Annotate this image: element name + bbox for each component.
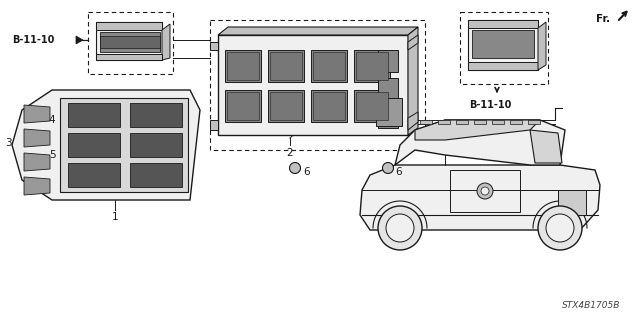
Text: B-11-10: B-11-10 <box>12 35 54 45</box>
Bar <box>354 50 390 82</box>
Circle shape <box>289 162 301 174</box>
Bar <box>456 120 468 124</box>
Bar <box>68 103 120 127</box>
Bar <box>438 120 450 124</box>
Circle shape <box>383 162 394 174</box>
Bar <box>311 50 347 82</box>
Polygon shape <box>360 165 600 230</box>
Text: 6: 6 <box>395 167 402 177</box>
Bar <box>356 52 388 80</box>
Polygon shape <box>468 20 538 70</box>
Polygon shape <box>395 120 565 165</box>
Polygon shape <box>218 27 418 35</box>
Bar <box>270 52 302 80</box>
Bar <box>528 120 540 124</box>
Bar <box>460 12 548 84</box>
Bar <box>356 92 388 120</box>
Circle shape <box>546 214 574 242</box>
Bar <box>376 98 402 126</box>
Polygon shape <box>468 20 538 28</box>
Bar <box>268 50 304 82</box>
Bar <box>100 36 160 48</box>
Polygon shape <box>24 105 50 123</box>
Polygon shape <box>415 120 540 140</box>
Circle shape <box>538 206 582 250</box>
Bar <box>68 133 120 157</box>
Bar <box>68 163 120 187</box>
Bar <box>450 170 520 212</box>
Bar <box>510 120 522 124</box>
Text: 2: 2 <box>287 148 293 158</box>
Circle shape <box>378 206 422 250</box>
Polygon shape <box>24 153 50 171</box>
Bar <box>558 190 586 215</box>
Bar <box>227 52 259 80</box>
Polygon shape <box>24 177 50 195</box>
Bar <box>492 120 504 124</box>
Polygon shape <box>162 24 170 60</box>
Polygon shape <box>60 98 188 192</box>
Polygon shape <box>96 22 162 60</box>
Bar <box>472 30 534 58</box>
Bar <box>474 120 486 124</box>
Text: 4: 4 <box>49 115 55 125</box>
Bar <box>378 50 398 72</box>
Text: STX4B1705B: STX4B1705B <box>562 301 620 310</box>
Polygon shape <box>538 22 546 70</box>
Text: 3: 3 <box>4 138 12 148</box>
Bar <box>88 12 173 74</box>
Bar <box>100 32 160 52</box>
Polygon shape <box>408 112 418 130</box>
Bar <box>313 52 345 80</box>
Text: 5: 5 <box>49 150 55 160</box>
Bar <box>311 90 347 122</box>
Bar <box>420 120 432 124</box>
Text: B-11-10: B-11-10 <box>469 100 511 110</box>
Bar <box>270 92 302 120</box>
Polygon shape <box>96 54 162 60</box>
Text: Fr.: Fr. <box>596 14 610 24</box>
Circle shape <box>386 214 414 242</box>
Bar <box>378 78 398 100</box>
Circle shape <box>481 187 489 195</box>
Polygon shape <box>12 90 200 200</box>
Bar <box>225 90 261 122</box>
Bar <box>354 90 390 122</box>
Bar <box>268 90 304 122</box>
Bar <box>313 92 345 120</box>
Bar <box>378 106 398 128</box>
Polygon shape <box>468 62 538 70</box>
Polygon shape <box>24 129 50 147</box>
Polygon shape <box>408 27 418 135</box>
Polygon shape <box>530 130 562 163</box>
Bar <box>227 92 259 120</box>
Bar <box>225 50 261 82</box>
Text: 6: 6 <box>303 167 310 177</box>
Circle shape <box>477 183 493 199</box>
Text: 1: 1 <box>112 212 118 222</box>
Bar <box>130 133 182 157</box>
Polygon shape <box>210 42 218 50</box>
Bar <box>130 163 182 187</box>
Polygon shape <box>210 120 218 130</box>
Polygon shape <box>218 35 408 135</box>
Polygon shape <box>76 36 83 44</box>
Polygon shape <box>408 35 418 50</box>
Bar <box>210 20 425 150</box>
Bar <box>130 103 182 127</box>
Polygon shape <box>96 22 162 30</box>
